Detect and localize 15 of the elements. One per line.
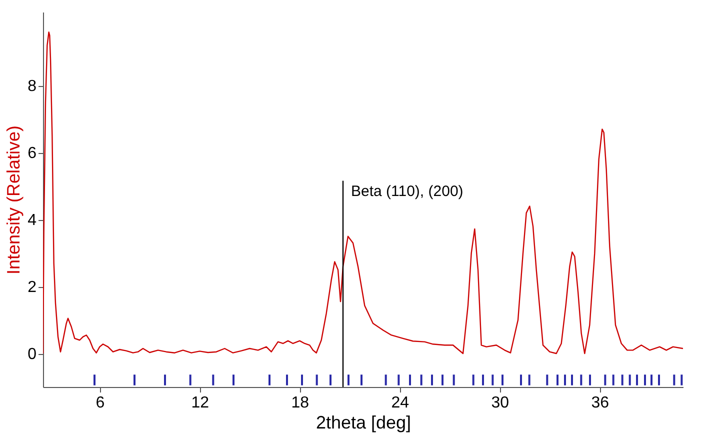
- y-tick-label: 6: [28, 145, 37, 162]
- x-tick-label: 30: [491, 394, 510, 412]
- x-tick-label: 36: [591, 394, 610, 412]
- y-tick-label: 0: [28, 346, 37, 364]
- x-tick-label: 6: [96, 394, 105, 412]
- line-series: [43, 31, 683, 354]
- y-axis-title: Intensity (Relative): [4, 125, 24, 275]
- y-tick-label: 2: [28, 279, 37, 296]
- x-tick-label: 12: [191, 394, 210, 412]
- y-tick-label: 4: [28, 212, 37, 230]
- ref-line-label: Beta (110), (200): [351, 182, 464, 200]
- y-tick-label: 8: [28, 78, 37, 96]
- x-tick-label: 18: [291, 394, 310, 412]
- x-tick-label: 24: [391, 394, 410, 412]
- x-axis-title: 2theta [deg]: [316, 412, 412, 432]
